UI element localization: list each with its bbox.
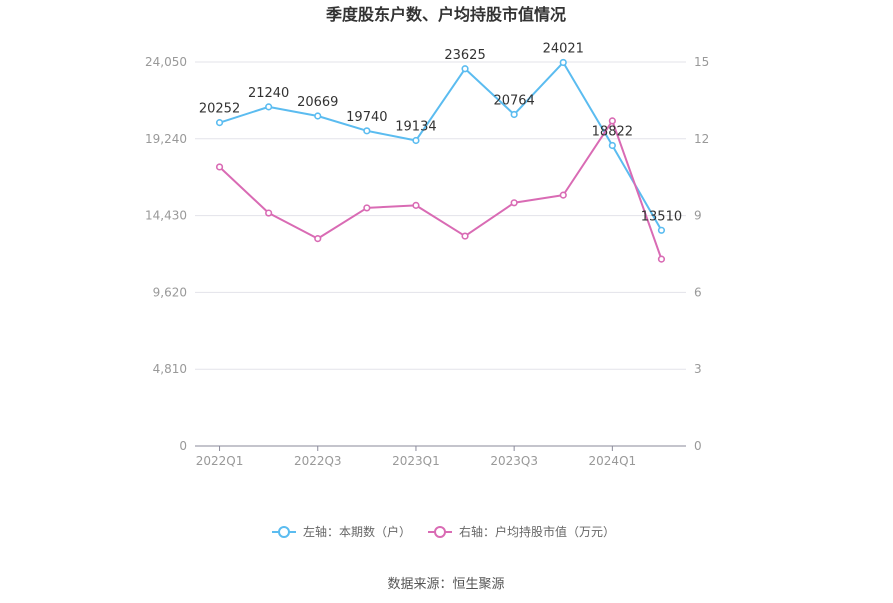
left-tick-label: 0 [179,439,187,453]
data-label: 24021 [543,41,584,56]
series-point-0 [215,119,224,127]
x-tick-label: 2024Q1 [589,454,637,468]
series-point-1 [363,204,371,212]
legend[interactable]: 左轴：本期数（户） 右轴：户均持股市值（万元） [272,524,615,539]
left-tick-label: 9,620 [153,285,187,299]
right-axis-ticks: 0 3 6 9 12 15 [694,55,709,453]
grid-lines [195,61,686,370]
series-point-0 [265,103,273,111]
series-point-0 [657,226,666,234]
series-point-1 [510,199,518,207]
right-tick-label: 3 [694,362,702,376]
series-point-0 [559,58,567,67]
x-tick-label: 2023Q3 [490,454,538,468]
series-line-1 [218,119,663,260]
series-point-1 [559,191,567,199]
x-tick-label: 2022Q1 [196,454,244,468]
data-label: 19134 [395,119,436,134]
data-label: 13510 [641,209,682,224]
series-point-1 [608,117,616,125]
data-label: 20669 [297,95,338,110]
series-point-0 [314,112,322,120]
legend-marker-1 [434,526,446,538]
right-tick-label: 0 [694,439,702,453]
data-source: 数据来源：恒生聚源 [387,577,504,592]
chart-title: 季度股东户数、户均持股市值情况 [325,5,566,24]
series-point-0 [608,141,616,150]
data-label: 23625 [444,48,485,63]
series-point-1 [461,232,469,240]
series-lines [215,58,666,263]
x-tick-label: 2022Q3 [294,454,342,468]
data-labels: 20252 21240 20669 19740 19134 23625 20764 24021… [199,41,682,224]
series-point-1 [265,209,273,217]
series-point-1 [314,235,322,243]
series-point-1 [412,201,420,209]
right-tick-label: 15 [694,55,709,69]
right-tick-label: 9 [694,209,702,223]
series-point-0 [461,65,469,73]
series-line-0 [219,61,663,231]
series-point-0 [363,127,371,135]
data-label: 18822 [592,124,633,139]
series-point-1 [657,255,666,263]
right-tick-label: 6 [694,285,702,299]
series-point-0 [510,110,518,119]
x-tick-label: 2023Q1 [392,454,440,468]
left-tick-label: 24,050 [145,55,187,69]
data-label: 19740 [346,110,387,125]
x-axis: 2022Q1 2022Q3 2023Q1 2023Q3 2024Q1 [195,445,686,468]
left-axis-ticks: 0 4,810 9,620 14,430 19,240 24,050 [145,55,187,453]
legend-marker-0 [278,526,290,538]
series-point-0 [412,136,420,145]
data-label: 20252 [199,102,240,117]
legend-label-1: 右轴：户均持股市值（万元） [459,524,615,539]
legend-label-0: 左轴：本期数（户） [303,524,411,539]
series-point-1 [215,163,224,171]
right-tick-label: 12 [694,132,709,146]
data-label: 21240 [248,86,289,101]
data-label: 20764 [493,93,534,108]
left-tick-label: 14,430 [145,209,187,223]
left-tick-label: 19,240 [145,132,187,146]
left-tick-label: 4,810 [153,362,187,376]
